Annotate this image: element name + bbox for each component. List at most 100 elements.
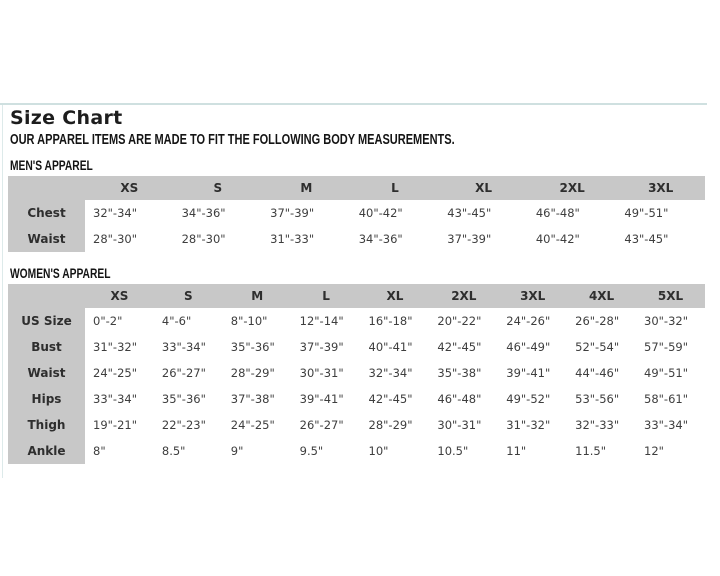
measurement-value-cell: 44"-46" xyxy=(567,360,636,386)
measurement-row-label: Waist xyxy=(8,360,85,386)
measurement-value-cell: 34"-36" xyxy=(350,226,440,252)
measurement-value-cell: 0"-2" xyxy=(85,308,154,334)
size-header-row: XS S M L XL 2XL 3XL 4XL 5XL xyxy=(8,284,705,308)
measurement-value-cell: 37"-39" xyxy=(439,226,528,252)
measurement-row: Hips 33"-34" 35"-36" 37"-38" 39"-41" 42"-45" 4… xyxy=(8,386,705,412)
measurement-value-cell: 33"-34" xyxy=(153,334,223,360)
measurement-value-cell: 58"-61" xyxy=(636,386,705,412)
womens-apparel-heading: WOMEN'S APPAREL xyxy=(10,266,111,281)
measurement-value-cell: 19"-21" xyxy=(85,412,154,438)
measurement-value-cell: 24"-26" xyxy=(498,308,568,334)
size-column-header: XL xyxy=(439,176,528,200)
measurement-row: Thigh 19"-21" 22"-23" 24"-25" 26"-27" 28"-29"… xyxy=(8,412,705,438)
measurement-value-cell: 31"-32" xyxy=(498,412,568,438)
measurement-value-cell: 35"-36" xyxy=(153,386,223,412)
measurement-value-cell: 49"-51" xyxy=(616,200,705,226)
measurement-value-cell: 37"-39" xyxy=(291,334,361,360)
size-column-header: 3XL xyxy=(616,176,705,200)
size-column-header: S xyxy=(153,284,223,308)
measurement-value-cell: 39"-41" xyxy=(498,360,568,386)
measurement-value-cell: 43"-45" xyxy=(616,226,705,252)
womens-size-table: XS S M L XL 2XL 3XL 4XL 5XL US Size 0"-2" 4"-6" 8"-1… xyxy=(8,284,705,464)
size-column-header: XS xyxy=(85,176,174,200)
measurement-value-cell: 8.5" xyxy=(153,438,223,464)
mens-size-table: XS S M L XL 2XL 3XL Chest 32"-34" 34"-36" 37"-39" 4… xyxy=(8,176,705,252)
size-column-header: M xyxy=(262,176,351,200)
measurement-value-cell: 30"-31" xyxy=(291,360,361,386)
measurement-value-cell: 4"-6" xyxy=(153,308,223,334)
measurement-row: Chest 32"-34" 34"-36" 37"-39" 40"-42" 43"-45"… xyxy=(8,200,705,226)
measurement-value-cell: 12"-14" xyxy=(291,308,361,334)
measurement-value-cell: 24"-25" xyxy=(222,412,292,438)
measurement-value-cell: 34"-36" xyxy=(173,200,263,226)
measurement-value-cell: 10.5" xyxy=(429,438,499,464)
measurement-value-cell: 30"-32" xyxy=(636,308,705,334)
size-header-row: XS S M L XL 2XL 3XL xyxy=(8,176,705,200)
measurement-value-cell: 49"-52" xyxy=(498,386,568,412)
size-column-header: 2XL xyxy=(527,176,617,200)
measurement-value-cell: 49"-51" xyxy=(636,360,705,386)
measurement-value-cell: 11.5" xyxy=(567,438,636,464)
panel-top-border xyxy=(0,103,707,105)
measurement-value-cell: 8" xyxy=(85,438,154,464)
measurement-value-cell: 33"-34" xyxy=(636,412,705,438)
measurement-row-label: Thigh xyxy=(8,412,85,438)
measurement-value-cell: 32"-34" xyxy=(85,200,174,226)
measurement-row-label: Chest xyxy=(8,200,85,226)
measurement-row-label: Bust xyxy=(8,334,85,360)
measurement-value-cell: 10" xyxy=(360,438,430,464)
measurement-value-cell: 37"-39" xyxy=(262,200,351,226)
measurement-value-cell: 52"-54" xyxy=(567,334,636,360)
measurement-row-label: Hips xyxy=(8,386,85,412)
mens-apparel-heading: MEN'S APPAREL xyxy=(10,158,93,173)
measurement-value-cell: 28"-29" xyxy=(222,360,292,386)
measurement-value-cell: 42"-45" xyxy=(429,334,499,360)
measurement-value-cell: 26"-27" xyxy=(291,412,361,438)
measurement-value-cell: 39"-41" xyxy=(291,386,361,412)
measurement-value-cell: 31"-33" xyxy=(262,226,351,252)
measurement-value-cell: 28"-30" xyxy=(85,226,174,252)
measurement-value-cell: 35"-38" xyxy=(429,360,499,386)
table-corner-cell xyxy=(8,176,85,200)
measurement-value-cell: 53"-56" xyxy=(567,386,636,412)
measurement-value-cell: 11" xyxy=(498,438,568,464)
measurement-value-cell: 22"-23" xyxy=(153,412,223,438)
size-column-header: 4XL xyxy=(567,284,636,308)
measurement-value-cell: 46"-48" xyxy=(527,200,617,226)
measurement-value-cell: 31"-32" xyxy=(85,334,154,360)
measurement-value-cell: 40"-41" xyxy=(360,334,430,360)
measurement-value-cell: 28"-29" xyxy=(360,412,430,438)
measurement-value-cell: 46"-49" xyxy=(498,334,568,360)
size-column-header: 3XL xyxy=(498,284,568,308)
measurement-value-cell: 40"-42" xyxy=(527,226,617,252)
measurement-value-cell: 8"-10" xyxy=(222,308,292,334)
measurement-value-cell: 26"-27" xyxy=(153,360,223,386)
size-column-header: 5XL xyxy=(636,284,705,308)
measurement-value-cell: 9.5" xyxy=(291,438,361,464)
measurement-row: Waist 28"-30" 28"-30" 31"-33" 34"-36" 37"-39"… xyxy=(8,226,705,252)
measurement-value-cell: 42"-45" xyxy=(360,386,430,412)
measurement-value-cell: 30"-31" xyxy=(429,412,499,438)
measurement-value-cell: 16"-18" xyxy=(360,308,430,334)
measurement-row-label: US Size xyxy=(8,308,85,334)
measurement-value-cell: 35"-36" xyxy=(222,334,292,360)
measurement-row: Ankle 8" 8.5" 9" 9.5" 10" 10.5" 11" 11.5" 12" xyxy=(8,438,705,464)
measurement-value-cell: 9" xyxy=(222,438,292,464)
size-column-header: XL xyxy=(360,284,430,308)
measurement-row-label: Ankle xyxy=(8,438,85,464)
size-column-header: S xyxy=(173,176,263,200)
measurement-value-cell: 20"-22" xyxy=(429,308,499,334)
measurement-value-cell: 26"-28" xyxy=(567,308,636,334)
panel-left-border xyxy=(2,105,3,478)
measurement-value-cell: 32"-33" xyxy=(567,412,636,438)
measurement-value-cell: 28"-30" xyxy=(173,226,263,252)
measurement-value-cell: 24"-25" xyxy=(85,360,154,386)
measurement-value-cell: 32"-34" xyxy=(360,360,430,386)
measurement-value-cell: 46"-48" xyxy=(429,386,499,412)
measurement-row: Bust 31"-32" 33"-34" 35"-36" 37"-39" 40"-41" 4… xyxy=(8,334,705,360)
size-column-header: L xyxy=(291,284,361,308)
measurement-row: Waist 24"-25" 26"-27" 28"-29" 30"-31" 32"-34"… xyxy=(8,360,705,386)
page-title: Size Chart xyxy=(10,107,123,129)
table-corner-cell xyxy=(8,284,85,308)
measurement-value-cell: 37"-38" xyxy=(222,386,292,412)
